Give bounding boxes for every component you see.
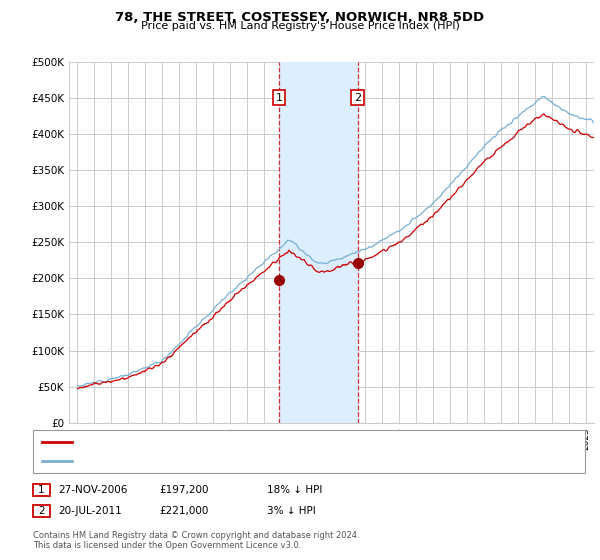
Text: 27-NOV-2006: 27-NOV-2006 <box>58 485 128 495</box>
Text: 78, THE STREET, COSTESSEY, NORWICH, NR8 5DD: 78, THE STREET, COSTESSEY, NORWICH, NR8 … <box>115 11 485 24</box>
Text: 1: 1 <box>38 485 45 495</box>
Text: 18% ↓ HPI: 18% ↓ HPI <box>267 485 322 495</box>
Text: HPI: Average price, detached house, South Norfolk: HPI: Average price, detached house, Sout… <box>76 456 323 466</box>
Bar <box>279 62 358 423</box>
Text: £221,000: £221,000 <box>159 506 208 516</box>
Text: 1: 1 <box>275 93 283 102</box>
Text: Price paid vs. HM Land Registry's House Price Index (HPI): Price paid vs. HM Land Registry's House … <box>140 21 460 31</box>
Text: 3% ↓ HPI: 3% ↓ HPI <box>267 506 316 516</box>
Text: Contains HM Land Registry data © Crown copyright and database right 2024.
This d: Contains HM Land Registry data © Crown c… <box>33 531 359 550</box>
Text: £197,200: £197,200 <box>159 485 209 495</box>
Text: 2: 2 <box>354 93 361 102</box>
Text: 20-JUL-2011: 20-JUL-2011 <box>58 506 122 516</box>
Text: 78, THE STREET, COSTESSEY, NORWICH, NR8 5DD (detached house): 78, THE STREET, COSTESSEY, NORWICH, NR8 … <box>76 437 412 447</box>
Text: 2: 2 <box>38 506 45 516</box>
